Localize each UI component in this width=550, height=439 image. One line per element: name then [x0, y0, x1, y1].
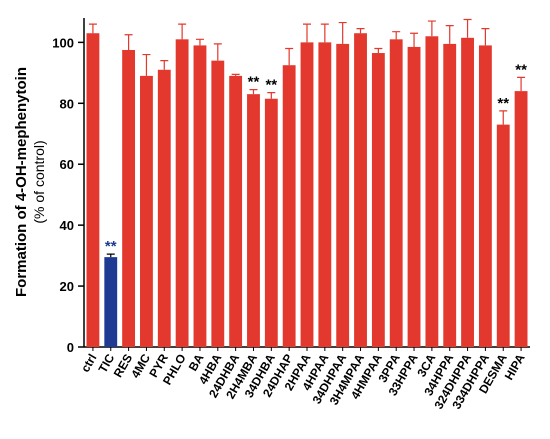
bar: [104, 257, 118, 347]
bar: [300, 42, 314, 348]
error-bar: [213, 43, 222, 61]
y-tick-label: 40: [60, 218, 74, 233]
y-axis-label: Formation of 4-OH-mephenytoin: [13, 67, 30, 297]
bar: [282, 65, 296, 347]
error-bar: [142, 53, 151, 76]
bar: [140, 75, 153, 347]
error-bar: [320, 23, 329, 43]
bar: [407, 46, 421, 347]
bar: [175, 39, 189, 348]
error-bar: [231, 73, 240, 76]
y-tick-label: 100: [52, 35, 74, 50]
bar: [425, 36, 439, 348]
bar: [193, 45, 207, 348]
bar: [354, 33, 367, 348]
error-bar: [303, 23, 311, 43]
y-tick-label: 20: [60, 279, 74, 294]
x-tick-label: ctrl: [78, 352, 99, 375]
y-axis-sublabel: (% of control): [31, 140, 47, 223]
bar: [336, 43, 350, 347]
significance-label: **: [105, 238, 117, 255]
y-tick-label: 60: [60, 157, 74, 172]
error-bar: [499, 110, 508, 125]
bar: [461, 37, 474, 347]
error-bar: [338, 21, 347, 44]
bar: [157, 69, 171, 347]
error-bar: [124, 34, 133, 50]
x-tick-label: HIPA: [502, 351, 528, 382]
significance-label: **: [265, 77, 277, 94]
bar: [389, 39, 403, 348]
significance-label: **: [497, 95, 509, 112]
error-bar: [195, 38, 204, 46]
bar: [514, 91, 528, 347]
y-tick-label: 80: [60, 96, 74, 111]
bar: [496, 124, 510, 348]
bar: [247, 94, 260, 347]
error-bar: [427, 20, 436, 37]
significance-label: **: [515, 61, 527, 78]
error-bar: [445, 25, 454, 44]
error-bar: [463, 18, 472, 38]
bar: [122, 49, 136, 347]
error-bar: [481, 28, 490, 46]
error-bar: [374, 47, 383, 54]
bar: [264, 98, 278, 347]
bar: [229, 75, 243, 347]
error-bar: [249, 88, 258, 95]
significance-label: **: [248, 74, 260, 91]
bar: [443, 43, 457, 347]
error-bar: [410, 32, 419, 47]
error-bar: [88, 23, 97, 34]
error-bar: [178, 23, 187, 40]
bar: [211, 60, 225, 348]
error-bar: [160, 60, 169, 70]
y-tick-label: 0: [67, 340, 74, 355]
error-bar: [285, 47, 294, 66]
bar: [318, 42, 332, 348]
bar: [86, 33, 100, 348]
bar: [478, 45, 492, 348]
error-bar: [106, 253, 115, 258]
error-bar: [267, 92, 276, 99]
error-bar: [392, 31, 401, 40]
bar: [371, 53, 385, 347]
error-bar: [356, 28, 365, 34]
error-bar: [517, 76, 526, 92]
